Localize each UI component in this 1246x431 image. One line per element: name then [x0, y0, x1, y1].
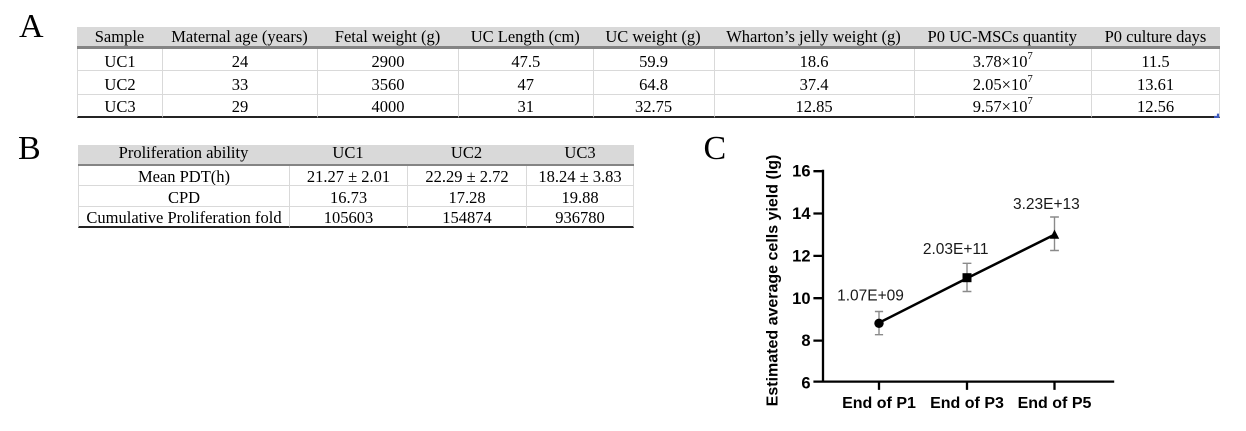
svg-text:16: 16	[792, 163, 810, 181]
svg-text:1.07E+09: 1.07E+09	[837, 288, 904, 305]
svg-text:3.23E+13: 3.23E+13	[1013, 196, 1080, 213]
svg-text:6: 6	[801, 374, 810, 392]
svg-text:Estimated average cells yield: Estimated average cells yield (lg)	[765, 155, 782, 407]
svg-text:12: 12	[792, 247, 810, 265]
svg-text:End of P1: End of P1	[842, 395, 916, 412]
svg-text:10: 10	[792, 290, 810, 308]
svg-text:End of P3: End of P3	[930, 395, 1004, 412]
svg-text:14: 14	[792, 205, 811, 223]
svg-text:2.03E+11: 2.03E+11	[923, 241, 989, 258]
svg-text:8: 8	[801, 332, 810, 350]
svg-text:End of P5: End of P5	[1018, 395, 1092, 412]
